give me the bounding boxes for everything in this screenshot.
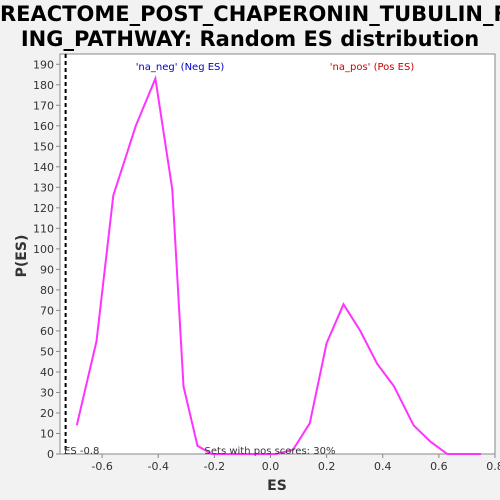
pos-scores-label: Sets with pos scores: 30% xyxy=(205,446,336,457)
x-axis: -0.6 -0.4 -0.2 0.0 0.2 0.4 0.6 0.8 xyxy=(91,454,500,473)
x-tick-label: 0.4 xyxy=(374,460,392,473)
x-tick-label: -0.2 xyxy=(204,460,225,473)
x-tick-label: -0.4 xyxy=(147,460,168,473)
x-tick-label: 0.6 xyxy=(430,460,448,473)
chart-title-line2: ING_PATHWAY: Random ES distribution xyxy=(20,27,480,51)
y-tick-label: 50 xyxy=(40,345,54,358)
y-tick-label: 150 xyxy=(33,140,54,153)
plot-area xyxy=(59,53,496,455)
x-tick-label: -0.6 xyxy=(91,460,112,473)
chart-title: REACTOME_POST_CHAPERONIN_TUBULIN_FOLD IN… xyxy=(0,2,500,52)
y-tick-label: 80 xyxy=(40,284,54,297)
y-tick-label: 160 xyxy=(33,120,54,133)
pos-es-label: 'na_pos' (Pos ES) xyxy=(330,62,415,73)
es-marker-label: ES -0.8 xyxy=(64,446,99,457)
series-line xyxy=(75,74,481,455)
y-tick-label: 20 xyxy=(40,407,54,420)
y-tick-label: 180 xyxy=(33,79,54,92)
x-axis-title: ES xyxy=(267,478,287,494)
y-tick-label: 170 xyxy=(33,99,54,112)
x-tick-label: 0.8 xyxy=(486,460,500,473)
y-tick-label: 30 xyxy=(40,386,54,399)
x-tick-label: 0.2 xyxy=(318,460,336,473)
y-axis: 0 10 20 30 40 50 60 70 80 90 100 110 120 130 140 150 160… xyxy=(33,58,60,461)
y-tick-label: 120 xyxy=(33,202,54,215)
y-tick-label: 10 xyxy=(40,427,54,440)
x-tick-label: 0.0 xyxy=(262,460,280,473)
neg-es-label: 'na_neg' (Neg ES) xyxy=(136,62,225,73)
y-tick-label: 90 xyxy=(40,263,54,276)
y-tick-label: 190 xyxy=(33,58,54,71)
y-axis-title: P(ES) xyxy=(14,235,30,278)
y-tick-label: 130 xyxy=(33,181,54,194)
y-tick-label: 70 xyxy=(40,304,54,317)
y-tick-label: 60 xyxy=(40,325,54,338)
y-tick-label: 40 xyxy=(40,366,54,379)
y-tick-label: 110 xyxy=(33,222,54,235)
chart-title-line1: REACTOME_POST_CHAPERONIN_TUBULIN_FOLD xyxy=(0,2,500,26)
y-tick-label: 0 xyxy=(47,448,54,461)
y-tick-label: 140 xyxy=(33,161,54,174)
y-tick-label: 100 xyxy=(33,243,54,256)
